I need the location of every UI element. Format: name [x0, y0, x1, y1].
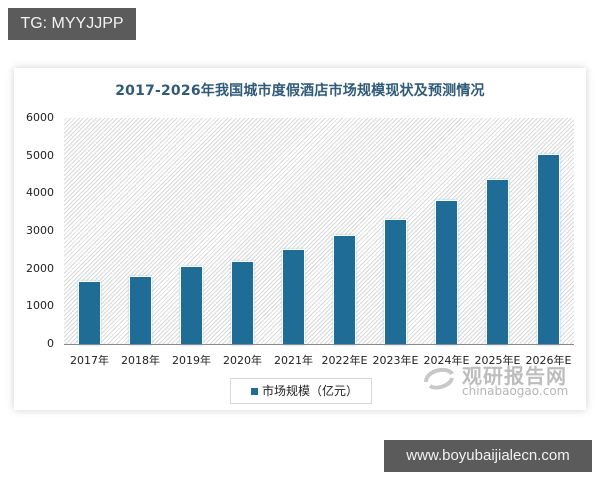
x-tick-label: 2024年E [423, 354, 470, 367]
chart-title: 2017-2026年我国城市度假酒店市场规模现状及预测情况 [115, 83, 485, 99]
y-tick-label: 1000 [26, 299, 54, 313]
bar [230, 261, 254, 345]
y-tick-label: 2000 [26, 261, 54, 275]
source-name-cn: 观研报告网 [462, 364, 567, 388]
x-tick-label: 2017年 [70, 354, 109, 367]
bar [281, 249, 305, 345]
bar [536, 154, 560, 345]
bar [179, 266, 203, 345]
legend-label: 市场规模（亿元） [262, 384, 359, 398]
chart-card: 2017-2026年我国城市度假酒店市场规模现状及预测情况 0 1000 2000 3… [14, 68, 586, 410]
source-watermark: 观研报告网 chinabaogao.com [414, 360, 584, 406]
y-tick-label: 3000 [26, 224, 54, 237]
x-axis-line [64, 344, 574, 345]
x-tick-label: 2022年E [321, 354, 368, 367]
bar [332, 235, 356, 345]
bar [434, 200, 458, 345]
y-tick-label: 5000 [26, 148, 54, 162]
bar [128, 276, 152, 345]
source-name-en: chinabaogao.com [462, 384, 569, 398]
y-tick-label: 4000 [26, 186, 54, 200]
x-tick-label: 2023年E [372, 354, 419, 367]
bar [485, 179, 509, 345]
y-tick-label: 6000 [26, 111, 54, 124]
chinabaogao-logo-icon [424, 367, 454, 390]
top-watermark-tag: TG: MYYJJPP [8, 8, 136, 40]
x-tick-label: 2020年 [223, 354, 262, 367]
bar [383, 218, 407, 345]
x-tick-label: 2021年 [274, 354, 313, 367]
x-tick-label: 2025年E [474, 354, 521, 367]
legend: 市场规模（亿元） [230, 378, 372, 404]
x-tick-label: 2019年 [172, 354, 211, 367]
bar [77, 281, 101, 345]
x-tick-label: 2018年 [121, 354, 160, 367]
x-tick-label: 2026年E [525, 354, 572, 367]
bottom-watermark-tag: www.boyubaijialecn.com [384, 440, 592, 472]
legend-swatch [251, 388, 258, 395]
y-tick-label: 0 [47, 337, 54, 350]
